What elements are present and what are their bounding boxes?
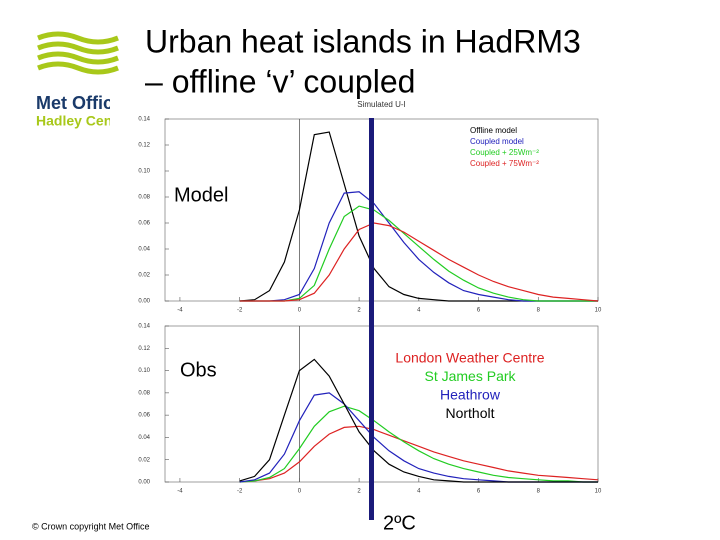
y-tick-label: 0.00 bbox=[138, 480, 150, 486]
x-tick-label: 0 bbox=[298, 489, 302, 495]
series-line bbox=[239, 205, 598, 302]
x-tick-label: 10 bbox=[595, 489, 602, 495]
y-tick-label: 0.10 bbox=[138, 368, 150, 374]
x-tick-label: 8 bbox=[537, 489, 541, 495]
logo: Met Office Hadley Centre bbox=[36, 31, 130, 129]
y-tick-label: 0.10 bbox=[138, 169, 150, 175]
y-tick-label: 0.04 bbox=[138, 247, 150, 253]
x-tick-label: 4 bbox=[417, 308, 421, 314]
footer: © Crown copyright Met Office bbox=[32, 521, 150, 531]
chart-title: Simulated U-I bbox=[357, 100, 405, 109]
x-tick-label: 2 bbox=[357, 308, 361, 314]
plot-frame bbox=[164, 118, 599, 302]
y-tick-label: 0.14 bbox=[138, 117, 150, 123]
x-tick-label: 0 bbox=[298, 308, 302, 314]
x-tick-label: 10 bbox=[595, 308, 602, 314]
y-tick-label: 0.08 bbox=[138, 390, 150, 396]
y-tick-label: 0.02 bbox=[138, 273, 150, 279]
x-tick-label: 2 bbox=[357, 489, 361, 495]
scale-bar bbox=[369, 118, 374, 520]
logo-text: Hadley Centre bbox=[36, 113, 130, 129]
x-tick-label: 8 bbox=[537, 308, 541, 314]
legend-entry: Coupled model bbox=[470, 137, 524, 146]
y-tick-label: 0.02 bbox=[138, 457, 150, 463]
legend-entry: Coupled + 25Wm⁻² bbox=[470, 148, 539, 157]
y-tick-label: 0.06 bbox=[138, 221, 150, 227]
y-tick-label: 0.00 bbox=[138, 299, 150, 305]
x-tick-label: -4 bbox=[177, 489, 183, 495]
y-tick-label: 0.12 bbox=[138, 143, 150, 149]
slide-title: Urban heat islands in HadRM3 bbox=[145, 23, 581, 59]
x-tick-label: -2 bbox=[237, 308, 243, 314]
legend-entry: St James Park bbox=[424, 368, 516, 384]
y-tick-label: 0.12 bbox=[138, 346, 150, 352]
legend-entry: London Weather Centre bbox=[395, 350, 544, 366]
panel-label: Model bbox=[174, 184, 228, 206]
charts: Simulated U-I 0.00 0.02 0.04 0.06 0.08 0.10 0.1… bbox=[138, 100, 602, 494]
logo-text: Met Office bbox=[36, 93, 123, 113]
series-line bbox=[239, 425, 599, 483]
y-tick-label: 0.04 bbox=[138, 435, 150, 441]
y-tick-label: 0.14 bbox=[138, 324, 150, 330]
legend-entry: Offline model bbox=[470, 126, 517, 135]
x-tick-label: -4 bbox=[177, 308, 183, 314]
y-tick-label: 0.06 bbox=[138, 413, 150, 419]
x-tick-label: 6 bbox=[477, 308, 481, 314]
x-tick-label: 4 bbox=[417, 489, 421, 495]
plot-frame bbox=[164, 325, 599, 483]
legend-entry: Northolt bbox=[445, 405, 494, 421]
scale-label: 2ºC bbox=[383, 512, 416, 534]
series-line bbox=[239, 358, 598, 483]
legend-entry: Coupled + 75Wm⁻² bbox=[470, 159, 539, 168]
x-tick-label: 6 bbox=[477, 489, 481, 495]
y-tick-label: 0.08 bbox=[138, 195, 150, 201]
panel-label: Obs bbox=[180, 359, 217, 381]
slide-title: – offline ‘v’ coupled bbox=[145, 63, 415, 99]
legend-entry: Heathrow bbox=[440, 387, 501, 403]
logo-waves bbox=[37, 31, 119, 75]
series-line bbox=[239, 405, 598, 483]
series-line bbox=[239, 222, 599, 302]
x-tick-label: -2 bbox=[237, 489, 243, 495]
